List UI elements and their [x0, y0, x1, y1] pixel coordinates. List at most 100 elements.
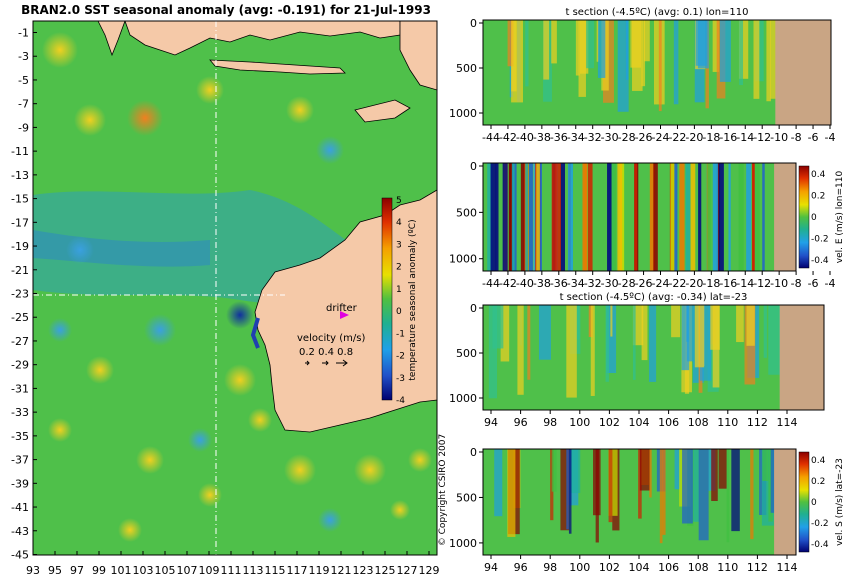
section-stripe — [512, 163, 515, 271]
section-y-tick-label: 0 — [470, 160, 477, 173]
section-land — [779, 305, 824, 410]
section-stripe — [593, 449, 601, 516]
section-x-tick-label: 110 — [717, 416, 738, 429]
velocity-colorbar-tick: -0.2 — [811, 235, 829, 245]
section-stripe — [588, 163, 593, 271]
section-x-tick-label: -28 — [618, 277, 636, 290]
section-stripe — [649, 305, 657, 382]
section-x-tick-label: 110 — [717, 561, 738, 574]
section-stripe — [716, 163, 721, 271]
velocity-colorbar-tick: 0.4 — [811, 456, 826, 466]
map-y-tick-label: -13 — [11, 169, 29, 182]
section-x-tick-label: -42 — [499, 131, 517, 144]
section-stripe — [639, 449, 651, 491]
section-stripe — [698, 163, 702, 271]
section-stripe — [610, 305, 613, 337]
section-y-tick-label: 1000 — [449, 537, 477, 550]
section-stripe — [605, 305, 609, 382]
section-stripe — [718, 163, 724, 271]
map-x-tick-label: 107 — [177, 564, 198, 577]
section-y-tick-label: 500 — [456, 491, 477, 504]
section-stripe — [566, 305, 577, 398]
section-x-tick-label: -40 — [516, 277, 534, 290]
section-x-tick-label: -6 — [808, 131, 819, 144]
map-frame — [32, 20, 438, 556]
map-x-tick-label: 121 — [331, 564, 352, 577]
map-x-tick-label: 111 — [221, 564, 242, 577]
map-x-tick-label: 125 — [375, 564, 396, 577]
section-stripe — [536, 163, 540, 271]
section-stripe — [682, 449, 693, 524]
section-y-tick-label: 500 — [456, 206, 477, 219]
map-y-tick-label: -21 — [11, 264, 29, 277]
map-x-tick-label: 113 — [243, 564, 264, 577]
velocity-colorbar-label: vel. S (m/s) lat=-23 — [835, 458, 845, 546]
section-stripe — [674, 449, 680, 490]
map-y-tick-label: -39 — [11, 477, 29, 490]
velocity-colorbar-tick: 0.4 — [811, 170, 826, 180]
section-x-tick-label: -26 — [635, 131, 653, 144]
section-x-tick-label: 108 — [688, 561, 709, 574]
map-x-tick-label: 115 — [265, 564, 286, 577]
section-x-tick-label: 112 — [747, 561, 768, 574]
section-stripe — [597, 20, 606, 78]
section-panel-4: 0 500 1000 94 96 98 100 102 104 106 108 110 112 114 0.… — [449, 446, 845, 574]
section-stripe — [625, 20, 629, 80]
velocity-colorbar-tick: 0 — [811, 213, 817, 223]
drifter-marker[interactable] — [340, 311, 349, 319]
section-x-tick-label: 96 — [514, 561, 528, 574]
section-stripe — [738, 163, 744, 271]
section-x-tick-label: -10 — [770, 277, 788, 290]
section-stripe — [649, 163, 656, 271]
section-stripe — [750, 449, 754, 540]
section-stripe — [490, 163, 497, 271]
map-y-tick-label: -25 — [11, 311, 29, 324]
velocity-colorbar — [798, 165, 810, 269]
sst-colorbar-tick: 0 — [396, 307, 402, 317]
section-x-tick-label: -26 — [635, 277, 653, 290]
section-y-tick-label: 0 — [470, 446, 477, 459]
section-x-tick-label: 98 — [543, 416, 557, 429]
section-x-tick-label: 106 — [658, 416, 679, 429]
section-stripe — [567, 163, 573, 271]
warm-eddies — [42, 32, 432, 542]
section-stripe — [736, 305, 744, 343]
section-stripe — [507, 449, 516, 537]
section-stripe — [768, 449, 773, 522]
map-x-tick-label: 95 — [48, 564, 62, 577]
section-stripe — [634, 163, 638, 271]
map-x-tick-label: 109 — [199, 564, 220, 577]
map-y-tick-label: -45 — [11, 549, 29, 562]
section-stripe — [692, 449, 700, 522]
section-stripe — [590, 305, 595, 396]
section-stripe — [551, 163, 557, 271]
section-x-tick-label: -38 — [533, 131, 551, 144]
section-stripe — [511, 20, 517, 92]
section-stripe — [538, 305, 551, 360]
map-x-tick-label: 97 — [70, 564, 84, 577]
section-stripe — [560, 163, 566, 271]
section-x-tick-label: -10 — [770, 131, 788, 144]
section-stripe — [566, 449, 569, 530]
section-x-tick-label: -18 — [702, 131, 720, 144]
map-y-tick-label: -19 — [11, 240, 29, 253]
section-stripe — [662, 449, 666, 535]
section-x-tick-label: -36 — [550, 277, 568, 290]
section-stripe — [770, 20, 777, 99]
main-title: BRAN2.0 SST seasonal anomaly (avg: -0.19… — [21, 3, 431, 17]
section-stripe — [718, 449, 727, 489]
section-x-tick-label: -12 — [753, 277, 771, 290]
map-y-tick-label: -43 — [11, 525, 29, 538]
section-x-tick-label: -8 — [791, 277, 802, 290]
section-frame — [482, 162, 797, 272]
section-x-tick-label: -20 — [685, 277, 703, 290]
section-stripe — [671, 305, 681, 338]
map-y-axis: -1 -3 -5 -7 -9 -11 -13 -15 -17 -19 -21 -23 -25 -27 -29… — [11, 27, 37, 562]
section-x-tick-label: 100 — [569, 416, 590, 429]
section-stripe — [728, 163, 731, 271]
section-stripe — [527, 305, 531, 380]
map-x-tick-label: 123 — [353, 564, 374, 577]
section-stripe — [517, 305, 524, 395]
section-stripe — [763, 305, 767, 358]
section-x-tick-label: -12 — [753, 131, 771, 144]
